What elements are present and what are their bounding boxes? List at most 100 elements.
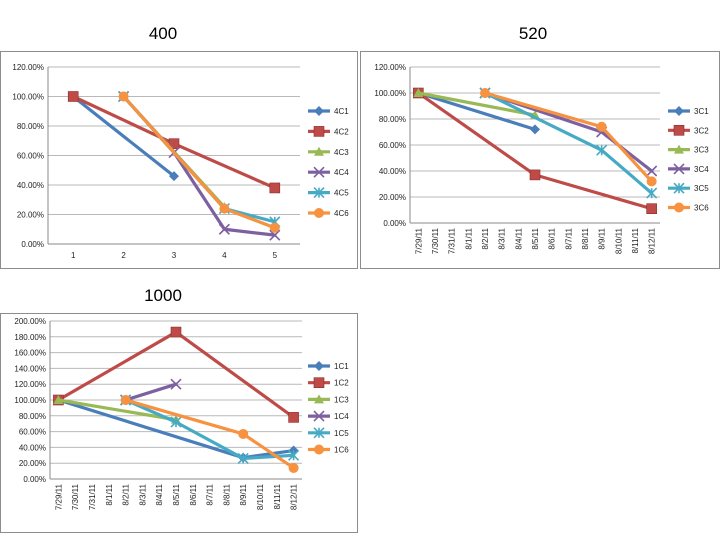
legend-entry-4c6: 4C6 xyxy=(308,208,349,218)
y-tick-label: 80.00% xyxy=(19,412,46,421)
data-point xyxy=(170,378,182,390)
legend-marker xyxy=(673,163,685,175)
chart-title-520: 520 xyxy=(518,24,548,43)
chart-title-400: 400 xyxy=(148,24,178,43)
x-tick-label: 8/6/11 xyxy=(548,227,557,249)
chart-1000: 0.00% 20.00% 40.00% 60.00% 80.00% 100.00% 120.… xyxy=(0,313,358,533)
data-point xyxy=(288,449,300,461)
x-tick-label: 8/5/11 xyxy=(172,483,181,505)
y-tick-label: 100.00% xyxy=(12,93,44,102)
data-point xyxy=(413,88,424,97)
data-point xyxy=(218,223,230,235)
legend-marker xyxy=(674,144,684,154)
data-point xyxy=(646,187,658,199)
legend-marker xyxy=(314,394,324,404)
legend-entry-3c4: 3C4 xyxy=(668,163,709,175)
x-tick-label: 8/7/11 xyxy=(206,483,215,505)
legend-label: 3C1 xyxy=(694,107,709,116)
series-line xyxy=(123,398,296,461)
legend-entry-1c6: 1C6 xyxy=(308,444,349,455)
data-point xyxy=(269,222,280,233)
legend-entry-3c6: 3C6 xyxy=(668,202,709,213)
series-line xyxy=(416,91,537,117)
x-tick-label: 8/12/11 xyxy=(648,227,657,254)
data-point xyxy=(169,171,179,182)
y-tick-label: 0.00% xyxy=(21,240,44,249)
x-tick-label: 8/4/11 xyxy=(514,227,523,249)
legend-label: 1C2 xyxy=(334,379,349,388)
legend-label: 3C5 xyxy=(694,184,709,193)
chart-520: 0.00% 20.00% 40.00% 60.00% 80.00% 100.00% 120.… xyxy=(360,51,720,269)
legend-label: 4C1 xyxy=(334,107,349,116)
series-1c6 xyxy=(120,395,299,473)
legend-label: 3C4 xyxy=(694,165,709,174)
data-point xyxy=(530,124,540,135)
y-tick-label: 0.00% xyxy=(23,475,46,484)
data-point xyxy=(219,203,230,214)
legend-entry-4c1: 4C1 xyxy=(308,106,349,116)
series-line xyxy=(416,91,537,132)
y-tick-label: 120.00% xyxy=(14,380,46,389)
data-point xyxy=(238,428,249,439)
legend-label: 4C4 xyxy=(334,168,349,177)
x-tick-label: 3 xyxy=(172,251,177,260)
x-tick-label: 4 xyxy=(222,251,227,260)
x-tick-label: 7/30/11 xyxy=(71,483,80,510)
legend-entry-1c2: 1C2 xyxy=(308,377,349,388)
x-tick-label: 2 xyxy=(121,251,126,260)
y-tick-label: 20.00% xyxy=(17,211,44,220)
x-tick-label: 8/8/11 xyxy=(581,227,590,249)
x-tick-label: 8/10/11 xyxy=(256,483,265,510)
legend-marker xyxy=(674,106,684,116)
y-tick-label: 40.00% xyxy=(379,167,406,176)
x-tick-label: 8/10/11 xyxy=(614,227,623,254)
legend-entry-4c3: 4C3 xyxy=(308,146,349,157)
data-point xyxy=(288,412,299,423)
x-tick-label: 5 xyxy=(273,251,278,260)
y-tick-label: 200.00% xyxy=(14,317,46,326)
x-tick-label: 8/12/11 xyxy=(290,483,299,510)
x-tick-label: 8/2/11 xyxy=(122,483,131,505)
series-line xyxy=(56,398,178,422)
legend-entry-3c2: 3C2 xyxy=(668,125,709,136)
legend-entry-3c5: 3C5 xyxy=(668,182,709,194)
x-tick-label: 8/11/11 xyxy=(631,227,640,253)
legend-entry-4c4: 4C4 xyxy=(308,166,349,178)
x-tick-label: 8/3/11 xyxy=(498,227,507,249)
chart-frame xyxy=(360,51,720,269)
legend-entry-1c3: 1C3 xyxy=(308,394,349,404)
x-tick-label: 8/9/11 xyxy=(239,483,248,505)
x-tick-label: 7/30/11 xyxy=(431,227,440,254)
y-tick-label: 0.00% xyxy=(383,219,406,228)
series-line xyxy=(71,94,176,178)
legend-label: 1C4 xyxy=(334,412,349,421)
legend-marker xyxy=(313,126,325,137)
legend-marker xyxy=(313,377,325,388)
legend-label: 1C6 xyxy=(334,446,349,455)
y-tick-label: 180.00% xyxy=(14,333,46,342)
data-point xyxy=(529,169,541,181)
data-point xyxy=(120,395,131,405)
data-point xyxy=(480,88,490,98)
legend-marker xyxy=(674,202,684,213)
y-tick-label: 20.00% xyxy=(19,459,46,468)
x-tick-label: 8/5/11 xyxy=(531,227,540,249)
x-tick-label: 8/1/11 xyxy=(105,483,114,505)
x-tick-label: 8/11/11 xyxy=(273,483,282,509)
x-tick-label: 8/3/11 xyxy=(138,483,147,505)
legend-marker xyxy=(673,182,685,194)
legend-label: 4C3 xyxy=(334,148,349,157)
data-point xyxy=(67,91,79,102)
legend-label: 4C6 xyxy=(334,209,349,218)
x-tick-label: 8/8/11 xyxy=(222,483,231,505)
data-point xyxy=(118,91,129,102)
data-point xyxy=(53,395,64,404)
data-point xyxy=(646,165,658,177)
y-tick-label: 140.00% xyxy=(14,364,46,373)
series-4c6 xyxy=(118,91,280,233)
data-point xyxy=(288,462,299,473)
y-tick-label: 40.00% xyxy=(17,181,44,190)
x-tick-label: 7/31/11 xyxy=(88,483,97,510)
legend-label: 1C5 xyxy=(334,429,349,438)
y-tick-label: 120.00% xyxy=(374,63,406,72)
